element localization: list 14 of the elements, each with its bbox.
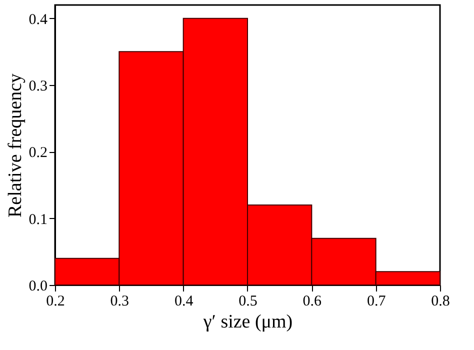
y-axis-title: Relative frequency [4,72,26,218]
x-axis-title: γ′ size (μm) [202,312,293,332]
x-tick-label: 0.8 [431,294,450,310]
x-tick-label: 0.5 [238,294,258,310]
y-tick-label: 0.3 [28,78,48,94]
y-tick-label: 0.1 [28,212,48,228]
x-tick-label: 0.6 [302,294,322,310]
y-tick-label: 0.4 [28,12,48,28]
x-tick-label: 0.2 [46,294,65,310]
x-tick-label: 0.7 [366,294,386,310]
y-tick-label: 0.2 [28,145,48,162]
y-tick-label: 0.0 [28,278,48,294]
x-tick-label: 0.4 [174,294,194,310]
x-tick-label: 0.3 [110,294,130,310]
